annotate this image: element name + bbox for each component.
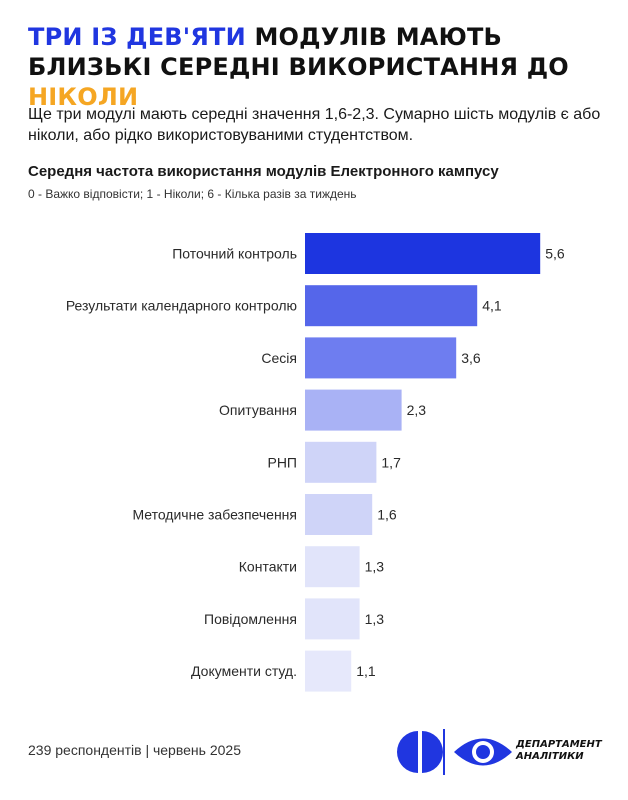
bar bbox=[305, 650, 352, 692]
value-label: 1,6 bbox=[377, 507, 397, 523]
eye-logo-icon bbox=[454, 738, 512, 766]
department-logo-text: ДЕПАРТАМЕНТ АНАЛІТИКИ bbox=[516, 739, 602, 763]
bar-chart: Поточний контроль 5,6 Результати календарн… bbox=[66, 233, 565, 692]
category-label: Методичне забезпечення bbox=[132, 507, 297, 523]
chart-title: Середня частота використання модулів Еле… bbox=[28, 163, 499, 180]
category-label: Результати календарного контролю bbox=[66, 298, 297, 314]
value-label: 2,3 bbox=[407, 402, 427, 418]
footer-note: 239 респондентів | червень 2025 bbox=[28, 742, 241, 758]
lead-paragraph: Ще три модулі мають середні значення 1,6… bbox=[28, 106, 601, 144]
headline-highlight-orange: НІКОЛИ bbox=[28, 83, 139, 111]
category-label: Документи студ. bbox=[191, 663, 297, 679]
bar bbox=[305, 546, 360, 588]
value-label: 1,1 bbox=[356, 663, 376, 679]
university-logo-icon bbox=[397, 731, 443, 773]
value-label: 4,1 bbox=[482, 298, 502, 314]
chart-subtitle: 0 - Важко відповісти; 1 - Ніколи; 6 - Кі… bbox=[28, 187, 357, 201]
value-label: 3,6 bbox=[461, 350, 481, 366]
category-label: Опитування bbox=[219, 402, 297, 418]
category-label: Повідомлення bbox=[204, 611, 297, 627]
bar bbox=[305, 441, 377, 483]
value-label: 5,6 bbox=[545, 246, 565, 262]
category-label: Поточний контроль bbox=[172, 246, 297, 262]
department-logo-line2: АНАЛІТИКИ bbox=[516, 751, 584, 762]
logos bbox=[397, 729, 512, 775]
category-label: Контакти bbox=[239, 559, 297, 575]
department-logo-line1: ДЕПАРТАМЕНТ bbox=[516, 739, 602, 750]
bar bbox=[305, 389, 402, 431]
bar bbox=[305, 494, 373, 535]
logo-divider bbox=[443, 729, 445, 775]
bar bbox=[305, 337, 457, 379]
headline-main-text: МОДУЛІВ МАЮТЬ БЛИЗЬКІ СЕРЕДНІ ВИКОРИСТАН… bbox=[28, 23, 569, 81]
value-label: 1,7 bbox=[381, 454, 401, 470]
bar bbox=[305, 285, 478, 327]
value-label: 1,3 bbox=[365, 559, 385, 575]
category-label: Сесія bbox=[261, 350, 297, 366]
headline-highlight-blue: ТРИ ІЗ ДЕВ'ЯТИ bbox=[28, 23, 246, 51]
bar bbox=[305, 233, 541, 274]
value-label: 1,3 bbox=[365, 611, 385, 627]
category-label: РНП bbox=[267, 454, 297, 470]
bar bbox=[305, 598, 360, 640]
headline: ТРИ ІЗ ДЕВ'ЯТИ МОДУЛІВ МАЮТЬ БЛИЗЬКІ СЕР… bbox=[28, 22, 608, 112]
